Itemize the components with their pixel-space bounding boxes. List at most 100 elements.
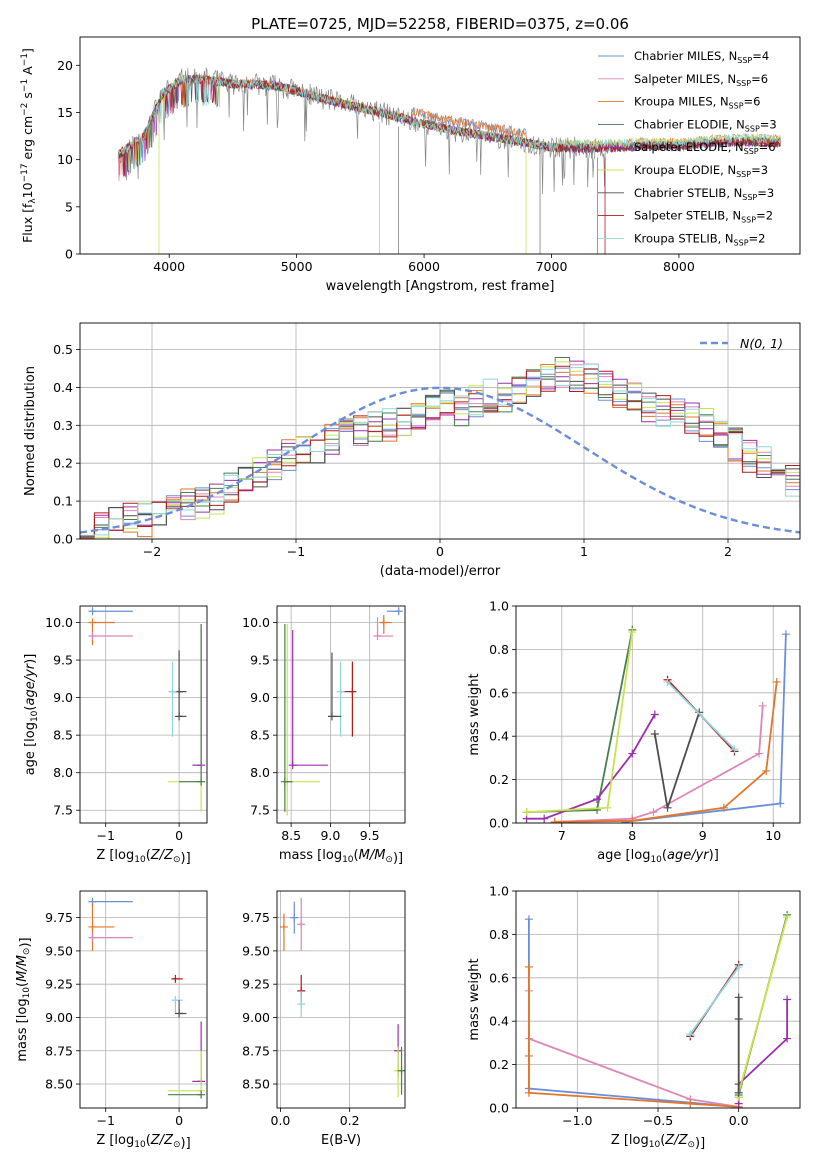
x-tick-label: 5000	[281, 259, 313, 274]
y-tick-label: 0.4	[53, 380, 73, 395]
weight-series-line	[554, 705, 764, 823]
data-point	[288, 761, 297, 770]
weight-point	[686, 1030, 695, 1039]
y-tick-label: 0.6	[489, 970, 509, 985]
y-axis-label: mass [log10(M/M⊙)]	[15, 937, 33, 1061]
weight-point	[734, 993, 743, 1002]
x-tick-label: 7000	[536, 259, 568, 274]
weight-series-line	[737, 999, 788, 1104]
x-tick-label: −1.0	[562, 1113, 592, 1128]
x-axis-label: Z [log10(Z/Z⊙)]	[96, 848, 190, 866]
y-tick-label: 15	[57, 105, 73, 120]
x-tick-label: 9.0	[320, 828, 340, 843]
weight-point	[524, 962, 533, 971]
axes-frame	[276, 890, 406, 1109]
weight-point	[649, 808, 658, 817]
y-tick-label: 8.50	[242, 1077, 270, 1092]
errorbars	[280, 607, 403, 816]
legend-label: N(0, 1)	[740, 336, 783, 351]
y-tick-label: 0.1	[53, 494, 73, 509]
weight-series-line	[526, 714, 656, 820]
weight-point	[550, 817, 559, 823]
y-axis-label: Normed distribution	[23, 366, 38, 496]
grid	[80, 606, 207, 823]
data-point	[297, 920, 306, 929]
x-tick-label: 0.0	[271, 1113, 291, 1128]
weight-point	[776, 799, 785, 808]
y-tick-label: 9.5	[250, 653, 270, 668]
weight-point	[734, 1015, 743, 1024]
weight-point	[524, 915, 533, 924]
axes-frame	[79, 605, 208, 824]
y-tick-label: 8.5	[250, 728, 270, 743]
legend: Chabrier MILES, NSSP=4 Salpeter MILES, NS…	[598, 49, 777, 247]
legend-label: Kroupa ELODIE, NSSP=3	[634, 163, 768, 179]
residual-histogram-step	[80, 373, 800, 537]
y-tick-label: 9.0	[250, 690, 270, 705]
weight-point	[783, 913, 792, 922]
y-tick-label: 8.5	[53, 728, 73, 743]
x-tick-label: −0.5	[643, 1113, 673, 1128]
weight-point	[522, 808, 531, 817]
weight-point	[762, 766, 771, 775]
weight-point	[540, 814, 549, 823]
data-point	[171, 974, 180, 983]
x-tick-label: 0.2	[340, 1113, 360, 1128]
legend-label: Chabrier MILES, NSSP=4	[634, 49, 769, 65]
residual-histogram-step	[80, 365, 800, 537]
y-tick-label: 8.75	[45, 1043, 73, 1058]
x-tick-label: 7	[558, 828, 566, 843]
y-tick-label: 9.25	[242, 977, 270, 992]
x-axis-label: age [log10(age/yr)]	[597, 848, 719, 865]
axes-frame	[79, 36, 801, 255]
weight-series-line	[689, 966, 740, 1035]
errorbars	[88, 607, 206, 812]
errorbars	[279, 897, 405, 1098]
grid	[516, 890, 800, 1109]
data-point	[297, 1000, 306, 1009]
data-point	[175, 1009, 184, 1018]
residual-histogram-step	[80, 357, 800, 539]
y-tick-label: 9.75	[242, 910, 270, 925]
data-point	[379, 618, 388, 627]
x-axis-label: wavelength [Angstrom, rest frame]	[326, 279, 555, 294]
weight-point	[650, 710, 659, 719]
weight-point	[686, 1099, 695, 1108]
x-tick-label: 0	[175, 1113, 183, 1128]
age-vs-metallicity-panel: −1 0 7.5 8.0 8.5 9.0 9.5 10.0 Z [log10(Z/Z⊙)] age…	[23, 605, 208, 866]
residual-histogram-step	[80, 367, 800, 539]
x-tick-label: −1	[287, 544, 305, 559]
x-tick-label: 9	[699, 828, 707, 843]
y-axis-label: age [log10(age/yr)]	[23, 654, 40, 776]
weight-vs-age-panel: 7 8 9 10 0.0 0.2 0.4 0.6 0.8 1.0 mass weight age [l…	[467, 599, 801, 865]
residuals-histogram-panel: −2 −1 0 1 2 0.0 0.1 0.2 0.3 0.4 0.5 (data-model)/er…	[23, 322, 801, 579]
weight-point	[758, 701, 767, 710]
y-tick-label: 0.8	[489, 642, 509, 657]
y-tick-label: 7.5	[53, 803, 73, 818]
x-tick-label: 6000	[408, 259, 440, 274]
y-tick-label: 0.2	[489, 772, 509, 787]
weight-point	[730, 745, 739, 754]
legend-label: Salpeter STELIB, NSSP=2	[634, 209, 773, 225]
data-point	[197, 777, 206, 786]
figure-title: PLATE=0725, MJD=52258, FIBERID=0375, z=0…	[251, 15, 629, 33]
data-point	[171, 996, 180, 1005]
axes-frame	[515, 605, 801, 824]
y-tick-label: 0.4	[489, 729, 509, 744]
y-tick-label: 5	[65, 199, 73, 214]
weight-point	[603, 803, 612, 812]
residual-histogram-step	[80, 364, 800, 539]
y-tick-label: 8.75	[242, 1043, 270, 1058]
data-point	[168, 687, 177, 696]
x-tick-label: 0	[175, 828, 183, 843]
y-tick-label: 9.50	[45, 943, 73, 958]
mass-vs-extinction-panel: 0.0 0.2 8.50 8.75 9.00 9.25 9.50 9.75 E(B-V)	[242, 890, 406, 1148]
weight-point	[719, 803, 728, 812]
data-point	[88, 922, 97, 931]
legend-label: Chabrier ELODIE, NSSP=3	[634, 117, 777, 133]
y-tick-label: 0.0	[489, 1101, 509, 1116]
x-tick-label: −2	[143, 544, 161, 559]
weight-series-line	[526, 629, 634, 813]
y-axis-label: mass weight	[467, 673, 482, 755]
